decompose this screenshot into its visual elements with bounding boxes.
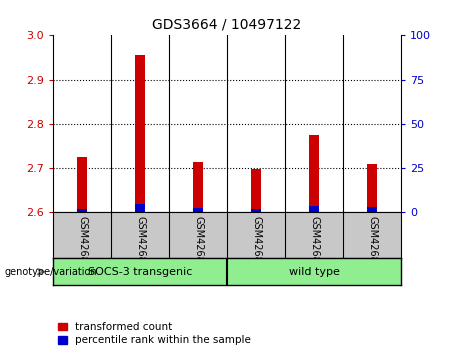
Text: GSM426840: GSM426840 [77,216,87,275]
Bar [251,169,261,212]
Bar [367,164,377,212]
Bar [309,206,319,212]
Text: GSM426844: GSM426844 [309,216,319,275]
Bar [193,161,203,212]
Text: SOCS-3 transgenic: SOCS-3 transgenic [88,267,192,277]
Bar [135,55,145,212]
Text: GSM426843: GSM426843 [251,216,261,275]
Text: GSM426841: GSM426841 [135,216,145,275]
Legend: transformed count, percentile rank within the sample: transformed count, percentile rank withi… [58,322,251,345]
Bar [309,135,319,212]
Text: GSM426842: GSM426842 [193,216,203,275]
Bar [367,207,377,212]
Title: GDS3664 / 10497122: GDS3664 / 10497122 [153,17,301,32]
Bar [77,209,87,212]
Bar [135,205,145,212]
Text: genotype/variation: genotype/variation [5,267,97,277]
Bar [251,209,261,212]
Text: GSM426845: GSM426845 [367,216,377,275]
Bar [193,208,203,212]
Bar [77,157,87,212]
Text: wild type: wild type [289,267,339,277]
